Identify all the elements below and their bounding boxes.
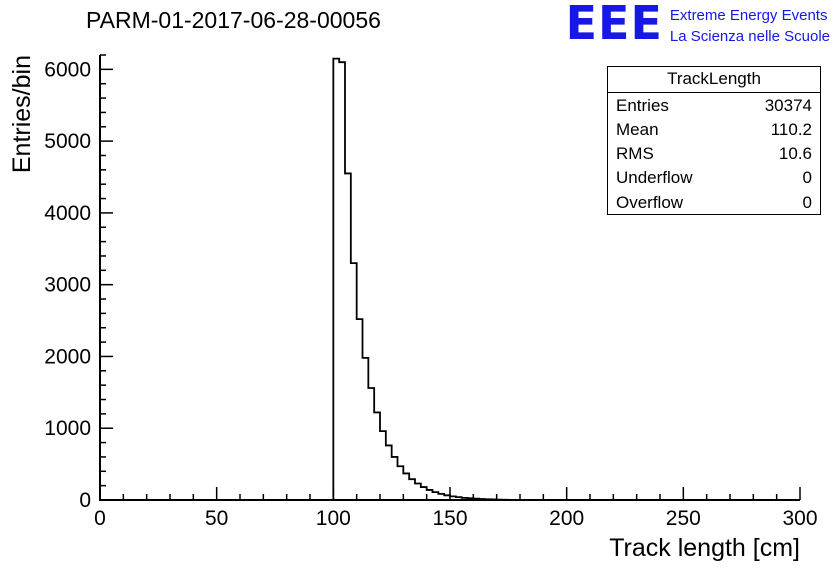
x-tick-label: 100 bbox=[316, 507, 351, 530]
eee-logo: EEE Extreme Energy Events La Scienza nel… bbox=[565, 0, 830, 50]
stats-row-underflow: Underflow 0 bbox=[608, 166, 820, 190]
stats-value: 10.6 bbox=[778, 144, 812, 163]
stats-label: Overflow bbox=[616, 192, 684, 212]
stats-row-mean: Mean 110.2 bbox=[608, 117, 820, 141]
x-tick-label: 0 bbox=[94, 507, 106, 530]
logo-line-1: Extreme Energy Events bbox=[669, 7, 828, 24]
y-tick-label: 3000 bbox=[44, 274, 91, 297]
stats-label: Mean bbox=[616, 119, 659, 139]
stats-label: RMS bbox=[616, 144, 654, 163]
stats-row-rms: RMS 10.6 bbox=[608, 142, 820, 166]
y-tick-label: 5000 bbox=[44, 130, 91, 153]
y-tick-label: 4000 bbox=[44, 202, 91, 225]
stats-value: 0 bbox=[802, 192, 812, 212]
stats-row-entries: Entries 30374 bbox=[608, 93, 820, 117]
histogram-line bbox=[100, 57, 800, 501]
stats-value: 110.2 bbox=[770, 119, 812, 139]
logo-line-2: La Scienza nelle Scuole bbox=[669, 28, 830, 45]
x-tick-label: 50 bbox=[205, 507, 228, 530]
y-tick-label: 1000 bbox=[44, 417, 91, 440]
stats-value: 0 bbox=[802, 168, 812, 188]
y-tick-label: 0 bbox=[79, 489, 91, 512]
x-tick-label: 200 bbox=[549, 507, 584, 530]
x-tick-label: 300 bbox=[782, 507, 817, 530]
stats-label: Entries bbox=[616, 95, 669, 115]
eee-logo-text: EEE bbox=[565, 0, 663, 50]
stats-box-title: TrackLength bbox=[608, 67, 820, 93]
y-tick-label: 6000 bbox=[44, 58, 91, 81]
y-tick-label: 2000 bbox=[44, 345, 91, 368]
x-axis-title: Track length [cm] bbox=[609, 534, 800, 562]
plot-title: PARM-01-2017-06-28-00056 bbox=[86, 7, 381, 33]
eee-logo-subtitle: Extreme Energy Events La Scienza nelle S… bbox=[670, 2, 830, 47]
y-axis-title: Entries/bin bbox=[8, 55, 36, 174]
stats-label: Underflow bbox=[616, 168, 693, 188]
stats-row-overflow: Overflow 0 bbox=[608, 190, 820, 214]
x-tick-label: 150 bbox=[432, 507, 467, 530]
stats-box: TrackLength Entries 30374 Mean 110.2 RMS… bbox=[607, 66, 821, 216]
x-tick-label: 250 bbox=[666, 507, 701, 530]
stats-value: 30374 bbox=[764, 95, 812, 115]
